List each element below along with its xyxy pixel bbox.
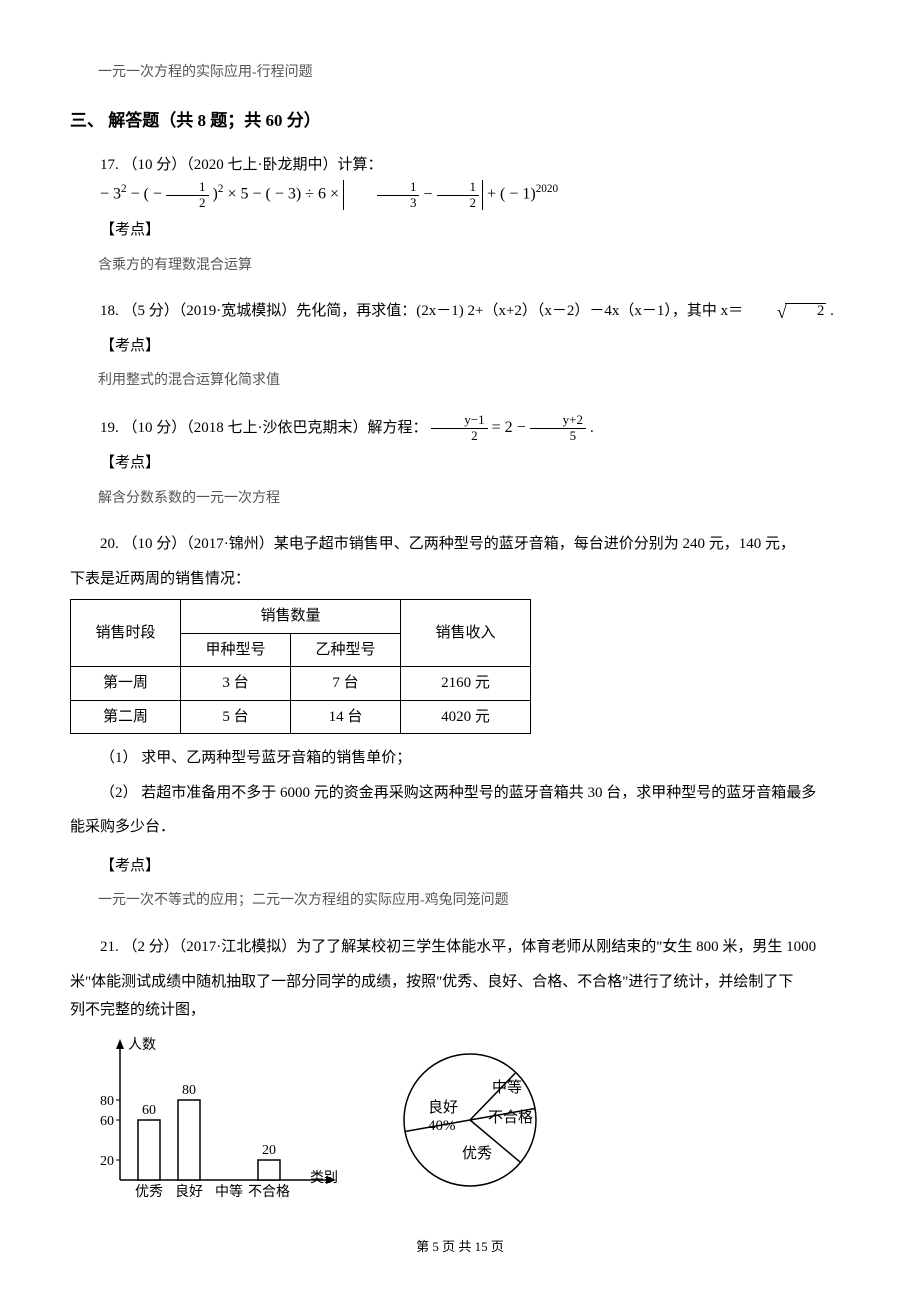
txt: + ( − 1) [487,186,536,203]
svg-text:60: 60 [100,1114,114,1129]
th-rev: 销售收入 [401,600,531,667]
num: 1 [166,180,209,195]
den: 3 [377,196,420,210]
q18-kaodian: 【考点】 [70,332,850,361]
txt: = 2 − [492,419,530,436]
txt: × 5 − ( − 3) ÷ 6 × [227,186,343,203]
radical-icon: √ [747,303,787,321]
svg-text:40%: 40% [428,1118,456,1134]
bar-chart: 人数类别 60 60 优秀 80 80 良好中等 20 20 不合格 [90,1035,340,1205]
pie-chart: 良好 40% 中等不合格优秀 [380,1035,560,1205]
q18-period: . [830,303,834,319]
sup: 2 [218,183,224,195]
num: y−1 [431,413,487,428]
q20-kaodian: 【考点】 [70,852,850,881]
q19-kaodian: 【考点】 [70,449,850,478]
th-sub2: 乙种型号 [291,633,401,667]
frac-half2: 12 [437,180,480,210]
txt: − [131,186,144,203]
cell: 3 台 [181,667,291,701]
q17-tag: 含乘方的有理数混合运算 [70,253,850,280]
q20-line2: 下表是近两周的销售情况： [70,565,850,594]
table-row: 销售时段 销售数量 销售收入 [71,600,531,634]
q19-line: 19. （10 分）（2018 七上·沙依巴克期末）解方程： y−12 = 2 … [70,413,850,443]
svg-text:80: 80 [182,1083,196,1098]
q21-line1: 21. （2 分）（2017·江北模拟）为了了解某校初三学生体能水平，体育老师从… [70,933,850,962]
svg-text:不合格: 不合格 [488,1109,533,1126]
table-row: 第一周 3 台 7 台 2160 元 [71,667,531,701]
q18-prefix: 18. （5 分）（2019·宽城模拟）先化简，再求值：(2x－1) 2+（x+… [100,303,747,319]
svg-text:良好: 良好 [175,1184,203,1200]
table-row: 第二周 5 台 14 台 4020 元 [71,700,531,734]
q18-tag: 利用整式的混合运算化简求值 [70,368,850,395]
txt: − [423,186,436,203]
num: 1 [377,180,420,195]
den: 2 [431,429,487,443]
th-period: 销售时段 [71,600,181,667]
sup: 2020 [536,183,558,195]
svg-text:80: 80 [100,1094,114,1109]
topic-tag: 一元一次方程的实际应用-行程问题 [70,60,850,87]
svg-text:60: 60 [142,1103,156,1118]
cell: 4020 元 [401,700,531,734]
frac-half: 12 [166,180,209,210]
svg-text:人数: 人数 [128,1037,156,1053]
q17-formula: − 32 − ( − 12 )2 × 5 − ( − 3) ÷ 6 × 13 −… [70,179,558,210]
svg-text:不合格: 不合格 [248,1184,290,1200]
q20-sub1: （1） 求甲、乙两种型号蓝牙音箱的销售单价； [70,744,850,773]
cell: 第一周 [71,667,181,701]
txt: − 3 [100,186,121,203]
q17-kaodian: 【考点】 [70,216,850,245]
q19-tag: 解含分数系数的一元一次方程 [70,486,850,513]
den: 5 [530,429,586,443]
th-qty: 销售数量 [181,600,401,634]
svg-text:优秀: 优秀 [462,1145,492,1162]
svg-text:良好: 良好 [428,1099,458,1116]
q19-lhs: y−12 [431,413,487,443]
cell: 第二周 [71,700,181,734]
den: 2 [166,196,209,210]
sqrt-val: 2 [785,303,827,319]
section-heading: 三、 解答题（共 8 题；共 60 分） [70,105,850,137]
abs: 13 − 12 [343,180,483,210]
svg-text:类别: 类别 [310,1170,338,1186]
cell: 7 台 [291,667,401,701]
q19-rhs: y+25 [530,413,586,443]
frac-third: 13 [377,180,420,210]
page-footer: 第 5 页 共 15 页 [70,1235,850,1260]
q19-tail: . [590,420,594,436]
num: y+2 [530,413,586,428]
sup: 2 [121,183,127,195]
svg-text:中等: 中等 [492,1078,522,1096]
q20-line1: 20. （10 分）（2017·锦州）某电子超市销售甲、乙两种型号的蓝牙音箱，每… [70,530,850,559]
svg-text:中等: 中等 [215,1183,243,1200]
cell: 2160 元 [401,667,531,701]
q18-line: 18. （5 分）（2019·宽城模拟）先化简，再求值：(2x－1) 2+（x+… [70,297,850,326]
q19-eq: y−12 = 2 − y+25 [431,419,590,436]
sqrt-2: √2 [747,303,826,321]
q17-line: 17. （10 分）（2020 七上·卧龙期中）计算： − 32 − ( − 1… [70,151,850,210]
q20-tag: 一元一次不等式的应用；二元一次方程组的实际应用-鸡兔同笼问题 [70,888,850,915]
num: 1 [437,180,480,195]
charts-row: 人数类别6060优秀8080良好中等2020不合格 良好40%中等不合格优秀 [70,1035,850,1205]
q21-line2: 米"体能测试成绩中随机抽取了一部分同学的成绩，按照"优秀、良好、合格、不合格"进… [70,968,850,997]
svg-text:优秀: 优秀 [135,1184,163,1200]
cell: 14 台 [291,700,401,734]
cell: 5 台 [181,700,291,734]
q17-prefix: 17. （10 分）（2020 七上·卧龙期中）计算： [100,157,383,173]
q20-sub2: （2） 若超市准备用不多于 6000 元的资金再采购这两种型号的蓝牙音箱共 30… [70,779,850,808]
den: 2 [437,196,480,210]
q20-sub2b: 能采购多少台． [70,813,850,842]
q19-prefix: 19. （10 分）（2018 七上·沙依巴克期末）解方程： [100,420,431,436]
q21-line3: 列不完整的统计图， [70,996,850,1025]
sales-table: 销售时段 销售数量 销售收入 甲种型号 乙种型号 第一周 3 台 7 台 216… [70,599,531,734]
svg-text:20: 20 [100,1154,114,1169]
th-sub1: 甲种型号 [181,633,291,667]
svg-text:20: 20 [262,1143,276,1158]
